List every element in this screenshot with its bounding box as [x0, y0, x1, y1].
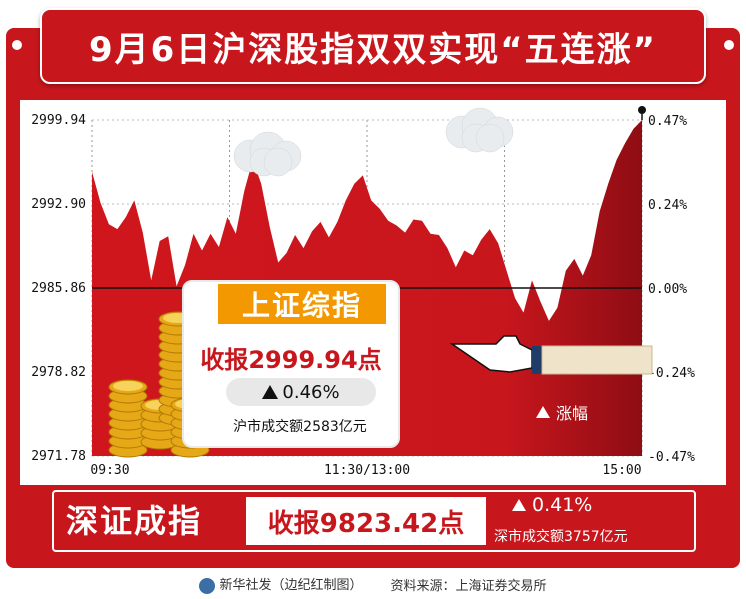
- x-tick-label: 09:30: [90, 463, 129, 478]
- pointing-hand-icon: [449, 335, 533, 373]
- y-tick-label: 2985.86: [31, 281, 86, 296]
- shenzhen-change: 0.41%: [512, 494, 592, 516]
- y-tick-label: 2978.82: [31, 365, 86, 380]
- shenzhen-change-value: 0.41%: [532, 494, 593, 516]
- frame-hole: [12, 40, 22, 50]
- shenzhen-close: 收报9823.42点: [246, 497, 486, 545]
- gold-coin-stack-icon: [113, 381, 143, 391]
- y2-tick-label: -0.24%: [648, 366, 695, 381]
- pointing-hand-sleeve-icon: [541, 345, 653, 375]
- footer: 新华社发（边纪红制图） 资料来源：上海证券交易所: [0, 572, 746, 596]
- up-triangle-icon: [536, 406, 550, 418]
- shanghai-change-value: 0.46%: [282, 381, 340, 403]
- y2-tick-label: 0.47%: [648, 114, 687, 129]
- up-triangle-icon: [262, 385, 279, 399]
- footer-credit: 新华社发（边纪红制图）: [199, 574, 363, 594]
- pointing-hand-icon: [532, 346, 542, 374]
- frame-hole: [724, 40, 734, 50]
- shenzhen-index-name: 深证成指: [66, 502, 203, 540]
- page-title: 9月6日沪深股指双双实现“五连涨”: [88, 29, 657, 70]
- shanghai-change: 0.46%: [226, 378, 376, 406]
- shanghai-index-name: 上证综指: [218, 284, 386, 324]
- x-tick-label: 11:30/13:00: [324, 463, 410, 478]
- cloud-icon: [475, 123, 505, 153]
- up-triangle-icon: [512, 499, 526, 511]
- title-banner: 9月6日沪深股指双双实现“五连涨”: [40, 8, 706, 84]
- y-tick-label: 2992.90: [31, 197, 86, 212]
- footer-source: 资料来源：上海证券交易所: [390, 578, 547, 594]
- y2-tick-label: 0.00%: [648, 282, 687, 297]
- y2-tick-label: 0.24%: [648, 198, 687, 213]
- shenzhen-volume: 深市成交额3757亿元: [494, 529, 628, 545]
- legend-label: 涨幅: [556, 404, 589, 423]
- xinhua-logo-icon: [199, 577, 216, 594]
- y-tick-label: 2971.78: [31, 449, 86, 464]
- y2-tick-label: -0.47%: [648, 450, 695, 465]
- shanghai-volume: 沪市成交额2583亿元: [233, 419, 367, 435]
- shanghai-close: 收报2999.94点: [200, 346, 382, 374]
- legend: 涨幅: [536, 400, 588, 424]
- y-tick-label: 2999.94: [31, 113, 86, 128]
- x-tick-label: 15:00: [602, 463, 641, 478]
- footer-credit-text: 新华社发（边纪红制图）: [219, 578, 363, 594]
- cloud-icon: [263, 147, 293, 177]
